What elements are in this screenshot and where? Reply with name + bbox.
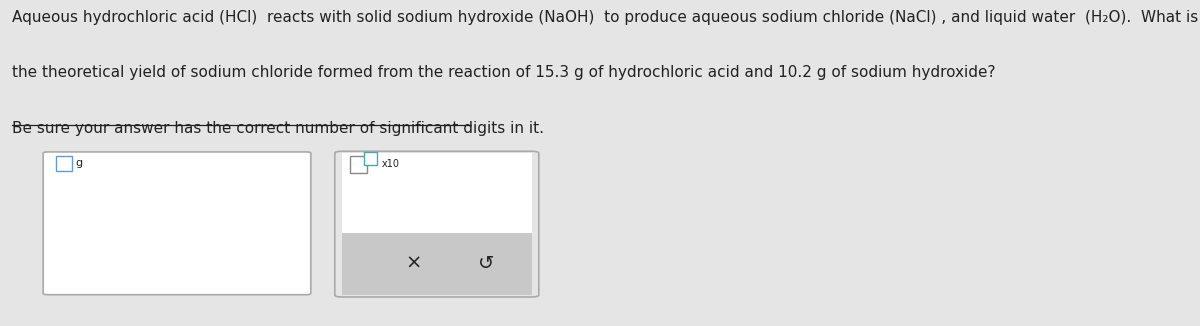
Bar bbox=[56, 156, 72, 171]
Bar bbox=[342, 153, 532, 233]
Text: x10: x10 bbox=[382, 159, 400, 169]
Text: ↺: ↺ bbox=[478, 254, 494, 273]
Text: g: g bbox=[76, 158, 83, 168]
FancyBboxPatch shape bbox=[43, 152, 311, 295]
Bar bbox=[342, 233, 532, 295]
Text: Aqueous hydrochloric acid (HCl)  reacts with solid sodium hydroxide (NaOH)  to p: Aqueous hydrochloric acid (HCl) reacts w… bbox=[12, 10, 1199, 25]
Text: the theoretical yield of sodium chloride formed from the reaction of 15.3 g of h: the theoretical yield of sodium chloride… bbox=[12, 65, 996, 80]
Text: Be sure your answer has the correct number of significant digits in it.: Be sure your answer has the correct numb… bbox=[12, 121, 544, 136]
Bar bbox=[364, 152, 377, 165]
Bar bbox=[350, 156, 367, 173]
Text: ×: × bbox=[406, 254, 422, 273]
